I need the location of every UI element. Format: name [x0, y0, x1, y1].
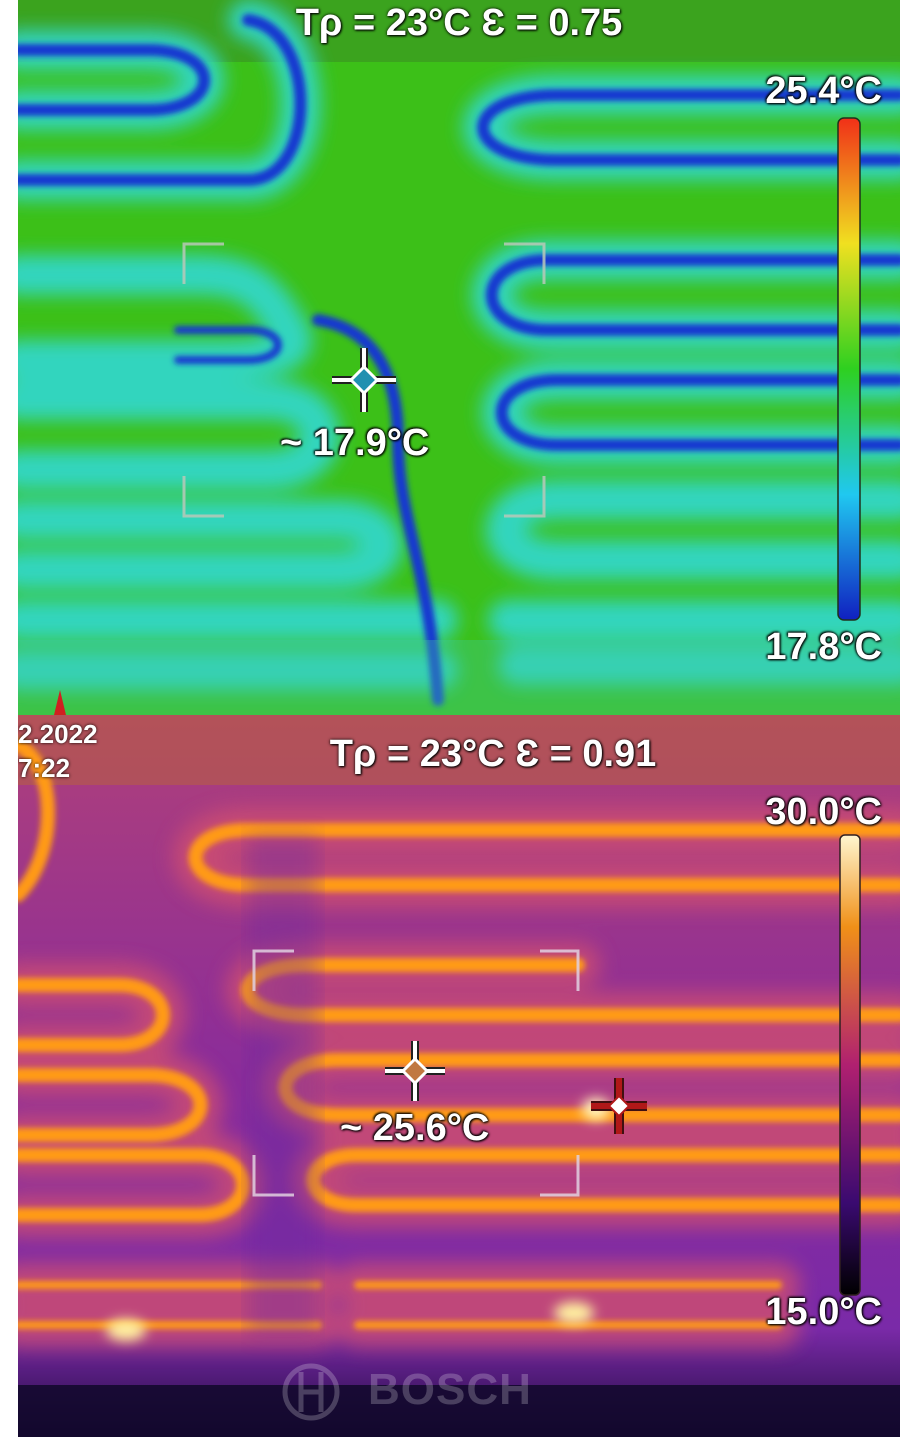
parameter-header: Tρ = 23°C Ɛ = 0.91: [329, 733, 657, 775]
hot-spot-marker-icon: [591, 1078, 647, 1134]
marker-icon: [54, 690, 66, 715]
spot-temperature: ~ 17.9°C: [280, 422, 430, 464]
date-stamp: 2.2022: [18, 719, 98, 749]
scale-min-label: 15.0°C: [765, 1291, 882, 1333]
time-stamp: 7:22: [18, 753, 71, 783]
thermal-image-bottom: 2.2022 7:22 Tρ = 23°C Ɛ = 0.91 30.0°C 15…: [18, 715, 900, 1437]
parameter-header: Tρ = 23°C Ɛ = 0.75: [295, 2, 623, 44]
color-scale-bar: [837, 117, 861, 621]
crosshair-icon: [385, 1041, 445, 1101]
spot-temperature: ~ 25.6°C: [340, 1107, 490, 1149]
scale-max-label: 30.0°C: [765, 791, 882, 833]
measurement-frame: [182, 242, 546, 518]
thermal-view-top: [18, 0, 900, 715]
measurement-frame: [252, 949, 580, 1197]
brand-logo-icon: [282, 1363, 340, 1421]
scale-min-label: 17.8°C: [765, 626, 882, 668]
thermal-image-top: Tρ = 23°C Ɛ = 0.75 25.4°C 17.8°C ~ 17.9°…: [18, 0, 900, 715]
brand-watermark: BOSCH: [368, 1365, 532, 1414]
thermal-view-bottom: [18, 715, 900, 1437]
crosshair-icon: [332, 348, 396, 412]
scale-max-label: 25.4°C: [765, 70, 882, 112]
color-scale-bar: [839, 834, 861, 1296]
